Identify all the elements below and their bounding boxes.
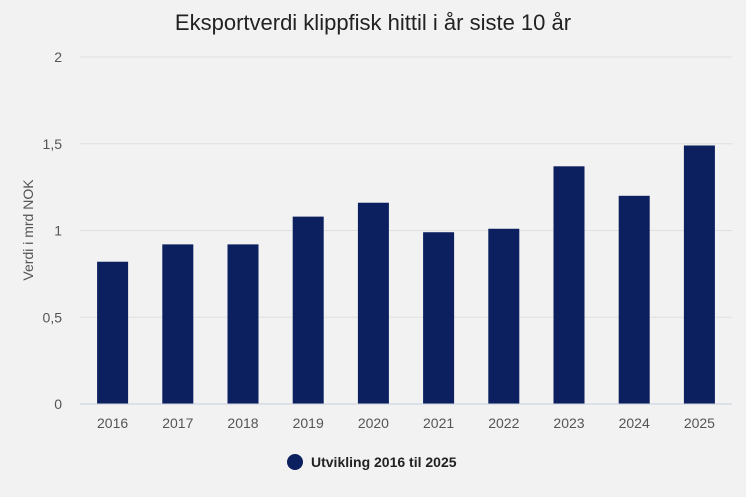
y-tick-label: 0 [54,396,62,412]
x-tick-label: 2025 [684,415,715,431]
bar-2025[interactable] [683,145,715,405]
y-axis-label: Verdi i mrd NOK [20,179,36,281]
x-tick-label: 2020 [358,415,389,431]
chart-title: Eksportverdi klippfisk hittil i år siste… [175,10,571,35]
x-tick-label: 2021 [423,415,454,431]
y-tick-label: 0,5 [43,309,63,325]
y-tick-label: 1 [54,223,62,239]
bar-2019[interactable] [292,216,324,404]
bar-2017[interactable] [162,244,194,404]
bar-2020[interactable] [357,202,389,404]
y-tick-label: 1,5 [43,136,63,152]
y-tick-label: 2 [54,49,62,65]
x-tick-label: 2018 [227,415,258,431]
x-tick-label: 2024 [619,415,650,431]
legend-label: Utvikling 2016 til 2025 [311,454,457,470]
x-tick-label: 2017 [162,415,193,431]
bar-2022[interactable] [488,228,520,404]
bars [97,145,715,405]
x-tick-label: 2016 [97,415,128,431]
bar-2018[interactable] [227,244,259,404]
bar-2024[interactable] [618,195,650,404]
bar-2021[interactable] [423,232,455,404]
y-axis-ticks: 0 0,5 1 1,5 2 [43,49,63,412]
legend-marker [287,454,303,470]
bar-2016[interactable] [97,261,129,404]
legend[interactable]: Utvikling 2016 til 2025 [287,454,457,470]
x-tick-label: 2023 [553,415,584,431]
bar-2023[interactable] [553,166,585,404]
x-tick-label: 2019 [293,415,324,431]
x-axis-ticks: 2016 2017 2018 2019 2020 2021 2022 2023 2024 2025 [97,415,715,431]
x-tick-label: 2022 [488,415,519,431]
